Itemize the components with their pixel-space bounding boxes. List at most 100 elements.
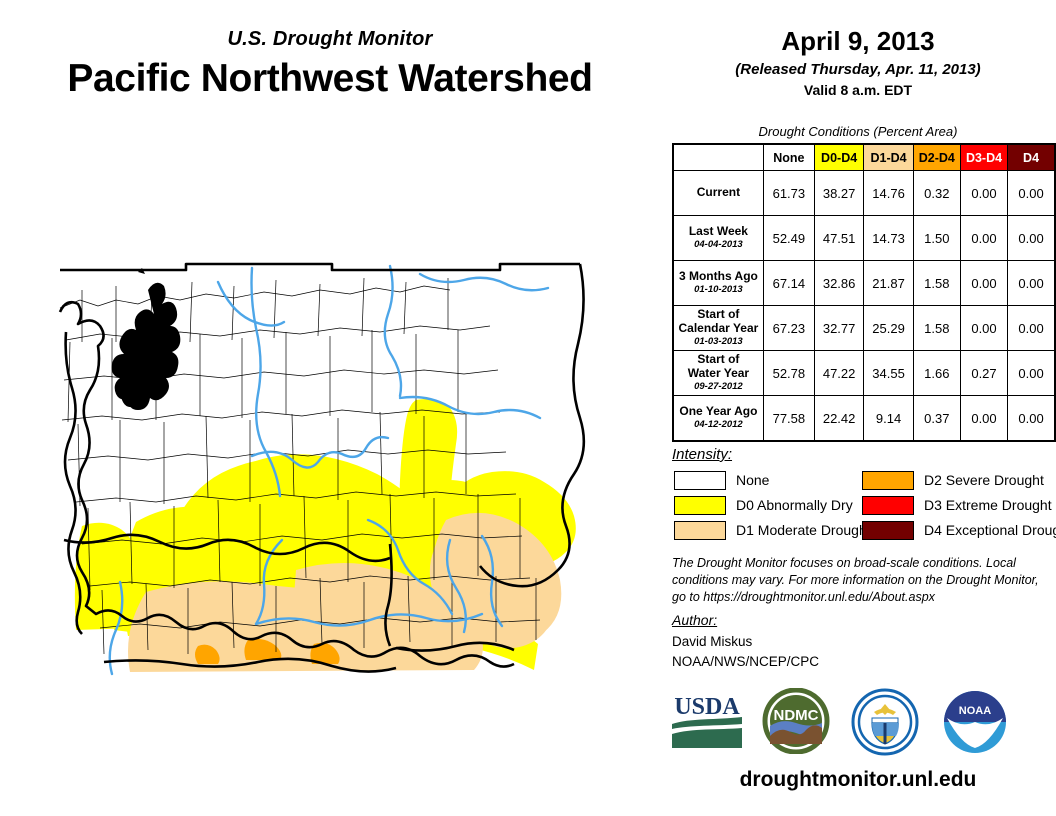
row-label: Start of Calendar Year 01-03-2013 bbox=[672, 305, 764, 351]
release-date: (Released Thursday, Apr. 11, 2013) bbox=[735, 61, 981, 78]
page-title: Pacific Northwest Watershed bbox=[67, 57, 593, 100]
legend-label: D0 Abnormally Dry bbox=[736, 497, 853, 513]
legend-label: D1 Moderate Drought bbox=[736, 522, 871, 538]
cell-d1-d4: 9.14 bbox=[863, 395, 914, 442]
cell-d3-d4: 0.00 bbox=[959, 260, 1009, 306]
cell-d1-d4: 34.55 bbox=[863, 350, 914, 396]
row-date: 04-04-2013 bbox=[694, 238, 743, 250]
legend-swatch bbox=[674, 470, 726, 490]
row-date: 09-27-2012 bbox=[694, 380, 743, 392]
cell-d4: 0.00 bbox=[1007, 215, 1056, 261]
legend-item: D3 Extreme Drought bbox=[862, 493, 1056, 517]
cell-d3-d4: 0.00 bbox=[959, 215, 1009, 261]
table-header-row: None D0-D4 D1-D4 D2-D4 D3-D4 D4 bbox=[673, 143, 1056, 171]
table-row: Current 61.73 38.27 14.76 0.32 0.00 0.00 bbox=[672, 170, 1056, 216]
cell-none: 52.78 bbox=[762, 350, 815, 396]
cell-d3-d4: 0.27 bbox=[959, 350, 1009, 396]
legend-column-left: None D0 Abnormally Dry D1 Moderate Drought bbox=[674, 468, 871, 543]
legend-swatch bbox=[674, 520, 726, 540]
logo-row: USDA NDMC NOAA bbox=[660, 688, 1056, 760]
legend-item: None bbox=[674, 468, 871, 492]
cell-d1-d4: 21.87 bbox=[863, 260, 914, 306]
legend-swatch bbox=[862, 470, 914, 490]
cell-d2-d4: 1.50 bbox=[912, 215, 961, 261]
table-row: Start of Calendar Year 01-03-2013 67.23 32.7… bbox=[672, 305, 1056, 351]
cell-d0-d4: 22.42 bbox=[813, 395, 865, 442]
row-label: One Year Ago 04-12-2012 bbox=[672, 395, 764, 442]
disclaimer-text: The Drought Monitor focuses on broad-sca… bbox=[672, 556, 1039, 604]
svg-text:USDA: USDA bbox=[674, 694, 740, 720]
valid-time: Valid 8 a.m. EDT bbox=[803, 82, 913, 98]
row-label: Start of Water Year 09-27-2012 bbox=[672, 350, 764, 396]
map-container bbox=[20, 230, 660, 690]
row-date: 04-12-2012 bbox=[694, 418, 743, 430]
author-affiliation: NOAA/NWS/NCEP/CPC bbox=[672, 653, 820, 669]
row-date: 01-10-2013 bbox=[694, 283, 743, 295]
cell-d2-d4: 0.32 bbox=[912, 170, 961, 216]
table-header-d0-d4: D0-D4 bbox=[813, 143, 865, 171]
row-label: 3 Months Ago 01-10-2013 bbox=[672, 260, 764, 306]
cell-d1-d4: 14.73 bbox=[863, 215, 914, 261]
table-header-d2-d4: D2-D4 bbox=[912, 143, 961, 171]
cell-d1-d4: 14.76 bbox=[863, 170, 914, 216]
cell-d4: 0.00 bbox=[1007, 305, 1056, 351]
legend-label: D2 Severe Drought bbox=[924, 472, 1044, 488]
cell-d2-d4: 1.66 bbox=[912, 350, 961, 396]
table-row: Start of Water Year 09-27-2012 52.78 47.22 34… bbox=[672, 350, 1056, 396]
legend-item: D4 Exceptional Drought bbox=[862, 518, 1056, 542]
cell-d4: 0.00 bbox=[1007, 170, 1056, 216]
cell-d0-d4: 38.27 bbox=[813, 170, 865, 216]
map-puget-sound bbox=[111, 268, 181, 410]
date-header: April 9, 2013 (Released Thursday, Apr. 1… bbox=[660, 26, 1056, 98]
row-label: Current bbox=[672, 170, 764, 216]
cell-d0-d4: 32.86 bbox=[813, 260, 865, 306]
table-corner-cell bbox=[673, 144, 763, 171]
legend-heading: Intensity: bbox=[672, 446, 733, 463]
usda-logo: USDA bbox=[672, 694, 742, 748]
legend-label: D3 Extreme Drought bbox=[924, 497, 1052, 513]
ndmc-logo: NDMC bbox=[762, 688, 830, 754]
cell-none: 67.23 bbox=[762, 305, 815, 351]
table-body: Current 61.73 38.27 14.76 0.32 0.00 0.00 Last W… bbox=[672, 170, 1056, 442]
organization-title: U.S. Drought Monitor bbox=[227, 28, 433, 50]
cell-d0-d4: 32.77 bbox=[813, 305, 865, 351]
dept-commerce-seal bbox=[851, 688, 919, 756]
table-caption: Drought Conditions (Percent Area) bbox=[758, 124, 958, 139]
cell-none: 61.73 bbox=[762, 170, 815, 216]
legend-label: D4 Exceptional Drought bbox=[924, 522, 1056, 538]
cell-none: 77.58 bbox=[762, 395, 815, 442]
legend-column-right: D2 Severe Drought D3 Extreme Drought D4 Ex… bbox=[862, 468, 1056, 543]
cell-d4: 0.00 bbox=[1007, 395, 1056, 442]
legend-item: D2 Severe Drought bbox=[862, 468, 1056, 492]
cell-d0-d4: 47.22 bbox=[813, 350, 865, 396]
cell-none: 52.49 bbox=[762, 215, 815, 261]
table-header-d3-d4: D3-D4 bbox=[959, 143, 1009, 171]
legend-item: D1 Moderate Drought bbox=[674, 518, 871, 542]
svg-text:NDMC: NDMC bbox=[774, 707, 819, 724]
cell-d0-d4: 47.51 bbox=[813, 215, 865, 261]
table-header-d1-d4: D1-D4 bbox=[863, 143, 914, 171]
row-date: 01-03-2013 bbox=[694, 335, 743, 347]
table-row: Last Week 04-04-2013 52.49 47.51 14.73 1.50 0.… bbox=[672, 215, 1056, 261]
table-header-none: None bbox=[762, 143, 815, 171]
legend-swatch bbox=[674, 495, 726, 515]
author-block: David Miskus NOAA/NWS/NCEP/CPC bbox=[672, 632, 819, 671]
pacific-northwest-watershed-map bbox=[58, 262, 586, 676]
table-header-d4: D4 bbox=[1007, 143, 1056, 171]
legend-item: D0 Abnormally Dry bbox=[674, 493, 871, 517]
title-block: U.S. Drought Monitor Pacific Northwest W… bbox=[0, 28, 660, 101]
author-name: David Miskus bbox=[672, 634, 753, 649]
map-watershed-outline bbox=[58, 262, 586, 673]
cell-d1-d4: 25.29 bbox=[863, 305, 914, 351]
map-rivers bbox=[108, 264, 550, 676]
cell-d4: 0.00 bbox=[1007, 350, 1056, 396]
map-layer-d2 bbox=[195, 638, 340, 664]
map-date: April 9, 2013 bbox=[781, 26, 935, 56]
legend-label: None bbox=[736, 472, 770, 488]
row-label: Last Week 04-04-2013 bbox=[672, 215, 764, 261]
cell-d3-d4: 0.00 bbox=[959, 395, 1009, 442]
cell-none: 67.14 bbox=[762, 260, 815, 306]
legend-swatch bbox=[862, 495, 914, 515]
drought-conditions-table: None D0-D4 D1-D4 D2-D4 D3-D4 D4 Current 61.73 3… bbox=[672, 143, 1056, 442]
table-row: 3 Months Ago 01-10-2013 67.14 32.86 21.87 1.5… bbox=[672, 260, 1056, 306]
